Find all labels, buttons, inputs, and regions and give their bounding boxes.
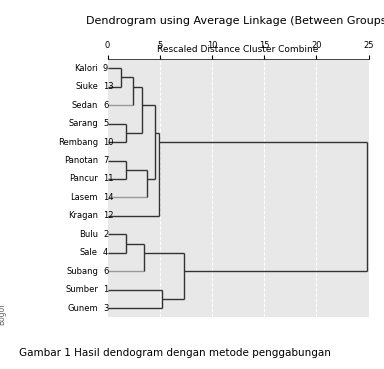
Text: 2: 2 (103, 230, 108, 239)
Text: 5: 5 (103, 119, 108, 128)
Text: 1: 1 (103, 285, 108, 294)
Text: Kragan: Kragan (68, 211, 98, 220)
Text: Bulu: Bulu (79, 230, 98, 239)
Text: 6: 6 (103, 101, 108, 110)
Text: 4: 4 (103, 248, 108, 257)
Text: Rembang: Rembang (58, 138, 98, 146)
Text: 3: 3 (103, 304, 108, 313)
Text: Pancur: Pancur (69, 175, 98, 183)
Text: Panotan: Panotan (64, 156, 98, 165)
Text: 11: 11 (103, 175, 113, 183)
Text: 9: 9 (103, 64, 108, 73)
Text: 7: 7 (103, 156, 108, 165)
Text: Lasem: Lasem (70, 193, 98, 202)
Text: Gunem: Gunem (67, 304, 98, 313)
Text: 13: 13 (103, 82, 114, 91)
Text: Siuke: Siuke (75, 82, 98, 91)
Text: 6: 6 (103, 267, 108, 276)
Text: Rescaled Distance Cluster Combine: Rescaled Distance Cluster Combine (157, 45, 319, 54)
Text: 12: 12 (103, 211, 113, 220)
Text: Gambar 1 Hasil dendogram dengan metode penggabungan: Gambar 1 Hasil dendogram dengan metode p… (19, 348, 331, 358)
Text: Subang: Subang (66, 267, 98, 276)
Text: Sumber: Sumber (65, 285, 98, 294)
Text: Sarang: Sarang (68, 119, 98, 128)
Text: 14: 14 (103, 193, 113, 202)
Text: Bogor: Bogor (0, 302, 7, 325)
Text: Sedan: Sedan (71, 101, 98, 110)
Text: 10: 10 (103, 138, 113, 146)
Text: Sale: Sale (80, 248, 98, 257)
Title: Dendrogram using Average Linkage (Between Groups): Dendrogram using Average Linkage (Betwee… (86, 16, 384, 26)
Text: Kalori: Kalori (74, 64, 98, 73)
